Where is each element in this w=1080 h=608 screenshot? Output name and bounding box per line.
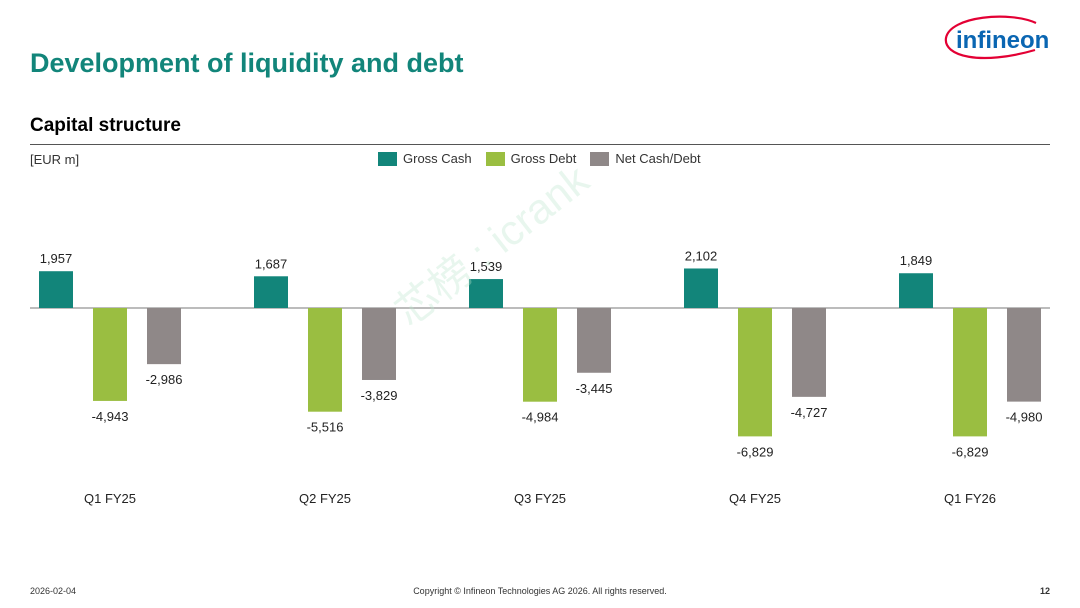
footer-page-number: 12 [1039, 586, 1050, 596]
bar-gross-cash-1 [39, 271, 73, 308]
bar-gross-debt-3 [523, 308, 557, 402]
logo-swoosh [944, 15, 1037, 60]
category-label: Q2 FY25 [299, 491, 351, 506]
data-label: -6,829 [952, 444, 989, 459]
bar-gross-debt-2 [308, 308, 342, 412]
data-label: -4,727 [791, 405, 828, 420]
section-divider [30, 144, 1050, 145]
footer-date: 2026-02-04 [30, 586, 77, 596]
legend-item-gross-cash: Gross Cash [378, 151, 472, 166]
legend-swatch-net-cash-debt [590, 151, 610, 166]
bar-gross-debt-4 [738, 308, 772, 437]
legend-item-net-cash-debt: Net Cash/Debt [590, 151, 701, 166]
footer-copyright: Copyright © Infineon Technologies AG 202… [413, 586, 667, 596]
bar-net-cash-debt-4 [792, 308, 826, 397]
section-subtitle: Capital structure [30, 115, 181, 136]
data-label: 1,849 [900, 253, 933, 268]
capital-structure-chart: 1,957 -4,943 -2,986 Q1 FY25 1,687 -5,516 -3,82… [30, 248, 1050, 506]
bar-gross-cash-3 [469, 279, 503, 308]
bar-gross-debt-5 [953, 308, 987, 437]
bar-net-cash-debt-3 [577, 308, 611, 373]
logo-wordmark: infineon [956, 27, 1049, 54]
data-label: 1,957 [40, 251, 73, 266]
data-label: 1,687 [255, 256, 288, 271]
legend-item-gross-debt: Gross Debt [485, 151, 577, 166]
bar-gross-cash-5 [899, 273, 933, 308]
category-label: Q4 FY25 [729, 491, 781, 506]
page-title: Development of liquidity and debt [30, 48, 464, 78]
data-label: -4,980 [1006, 410, 1043, 425]
legend-label-net-cash-debt: Net Cash/Debt [615, 151, 701, 166]
chart-legend: Gross Cash Gross Debt Net Cash/Debt [378, 151, 701, 166]
bar-gross-debt-1 [93, 308, 127, 401]
legend-label-gross-debt: Gross Debt [510, 151, 577, 166]
data-label: -6,829 [737, 444, 774, 459]
unit-label: [EUR m] [30, 152, 80, 167]
data-label: -3,829 [361, 388, 398, 403]
bar-gross-cash-4 [684, 268, 718, 308]
bar-gross-cash-2 [254, 276, 288, 308]
data-label: 1,539 [470, 259, 503, 274]
bar-net-cash-debt-2 [362, 308, 396, 380]
legend-swatch-gross-debt [485, 151, 505, 166]
bar-net-cash-debt-5 [1007, 308, 1041, 402]
data-label: -2,986 [146, 372, 183, 387]
legend-label-gross-cash: Gross Cash [403, 151, 472, 166]
category-label: Q3 FY25 [514, 491, 566, 506]
data-label: -5,516 [307, 420, 344, 435]
category-label: Q1 FY26 [944, 491, 996, 506]
category-label: Q1 FY25 [84, 491, 136, 506]
infineon-logo: infineon [944, 15, 1049, 60]
data-label: -4,984 [522, 410, 559, 425]
data-label: -4,943 [92, 409, 129, 424]
data-label: 2,102 [685, 248, 718, 263]
data-label: -3,445 [576, 381, 613, 396]
legend-swatch-gross-cash [378, 151, 397, 166]
bar-net-cash-debt-1 [147, 308, 181, 365]
